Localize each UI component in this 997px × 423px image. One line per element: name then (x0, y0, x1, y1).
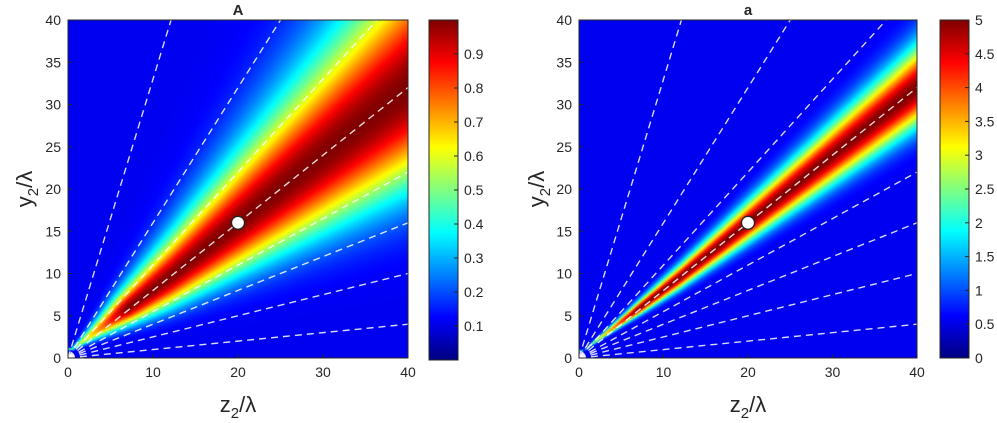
colorbar-tick-label: 0.8 (464, 80, 484, 96)
y-tick-label: 40 (556, 12, 572, 28)
dashed-guide-line (578, 19, 791, 359)
dashed-guide-line (578, 222, 918, 359)
y-tick-label: 25 (556, 139, 572, 155)
y-tick-label: 15 (556, 223, 572, 239)
heatmap-image (68, 20, 408, 358)
x-tick-label: 0 (575, 364, 583, 380)
heatmap-image (579, 20, 917, 358)
y-axis-label: y2/λ (524, 171, 554, 207)
y-tick-label: 10 (45, 266, 61, 282)
y-tick-label: 5 (53, 308, 61, 324)
dashed-guide-line (578, 19, 887, 359)
x-axis-label: z2/λ (730, 392, 766, 422)
heatmap-panel-A: 0 10 20 30 40 0 5 10 15 20 25 30 35 40 Az2/λ y2/λ 0.1 0.2… (12, 2, 484, 422)
colorbar-tick-label: 0.5 (975, 316, 995, 332)
y-tick-label: 0 (53, 350, 61, 366)
colorbar-tick-label: 5 (975, 12, 983, 28)
y-tick-label: 20 (556, 181, 572, 197)
y-tick-label: 40 (45, 12, 61, 28)
heatmap-panel-a: 0 10 20 30 400510152025303540az2/λy2/λ00.511… (524, 2, 995, 422)
colorbar-tick-label: 3.5 (975, 113, 995, 129)
y-tick-label: 10 (556, 266, 572, 282)
y-tick-label: 30 (45, 97, 61, 113)
dashed-guide-line (67, 222, 409, 359)
y-axis-label: y2/λ (12, 171, 42, 207)
colorbar-tick-label: 3 (975, 147, 983, 163)
colorbar (428, 19, 459, 361)
y-tick-label: 25 (45, 139, 61, 155)
marker-point (740, 215, 756, 230)
y-tick-label: 5 (564, 308, 572, 324)
x-tick-label: 40 (400, 364, 416, 380)
colorbar (939, 19, 970, 359)
dashed-guide-line (578, 19, 683, 359)
colorbar-tick-label: 0.1 (464, 318, 484, 334)
dashed-guide-line (67, 19, 378, 359)
marker-point (230, 215, 246, 230)
colorbar-tick-label: 0.9 (464, 46, 484, 62)
colorbar-tick-label: 0.4 (464, 216, 484, 232)
colorbar-tick-label: 4.5 (975, 46, 995, 62)
colorbar-tick-label: 1 (975, 282, 983, 298)
colorbar-tick-label: 0.2 (464, 284, 484, 300)
x-tick-label: 30 (825, 364, 841, 380)
y-tick-label: 35 (556, 54, 572, 70)
colorbar-tick-label: 2.5 (975, 181, 995, 197)
y-tick-label: 0 (564, 350, 572, 366)
dashed-guide-line (67, 19, 172, 359)
dashed-guide-line (67, 171, 409, 359)
dashed-guide-line (67, 323, 409, 359)
colorbar-tick-label: 0.6 (464, 148, 484, 164)
colorbar-tick-label: 0.3 (464, 250, 484, 266)
colorbar-tick-label: 2 (975, 215, 983, 231)
chart-title: a (744, 2, 753, 19)
colorbar-tick-label: 0 (975, 350, 983, 366)
x-tick-label: 10 (656, 364, 672, 380)
dashed-guide-line (67, 272, 409, 359)
x-tick-label: 20 (740, 364, 756, 380)
dashed-guide-line (578, 272, 918, 359)
x-tick-label: 20 (230, 364, 246, 380)
chart-title: A (233, 2, 244, 19)
x-tick-label: 40 (909, 364, 925, 380)
dashed-guide-line (578, 323, 918, 359)
y-tick-label: 30 (556, 97, 572, 113)
dashed-guide-lines (67, 19, 409, 359)
y-tick-label: 15 (45, 223, 61, 239)
x-tick-label: 30 (315, 364, 331, 380)
dashed-guide-line (67, 19, 282, 359)
dashed-guide-line (578, 171, 918, 359)
colorbar-tick-label: 1.5 (975, 249, 995, 265)
x-axis-label: z2/λ (220, 392, 256, 422)
colorbar-tick-label: 4 (975, 80, 983, 96)
y-tick-label: 20 (45, 181, 61, 197)
y-tick-label: 35 (45, 54, 61, 70)
x-tick-label: 10 (145, 364, 161, 380)
colorbar-tick-label: 0.5 (464, 182, 484, 198)
colorbar-tick-label: 0.7 (464, 114, 484, 130)
x-tick-label: 0 (64, 364, 72, 380)
